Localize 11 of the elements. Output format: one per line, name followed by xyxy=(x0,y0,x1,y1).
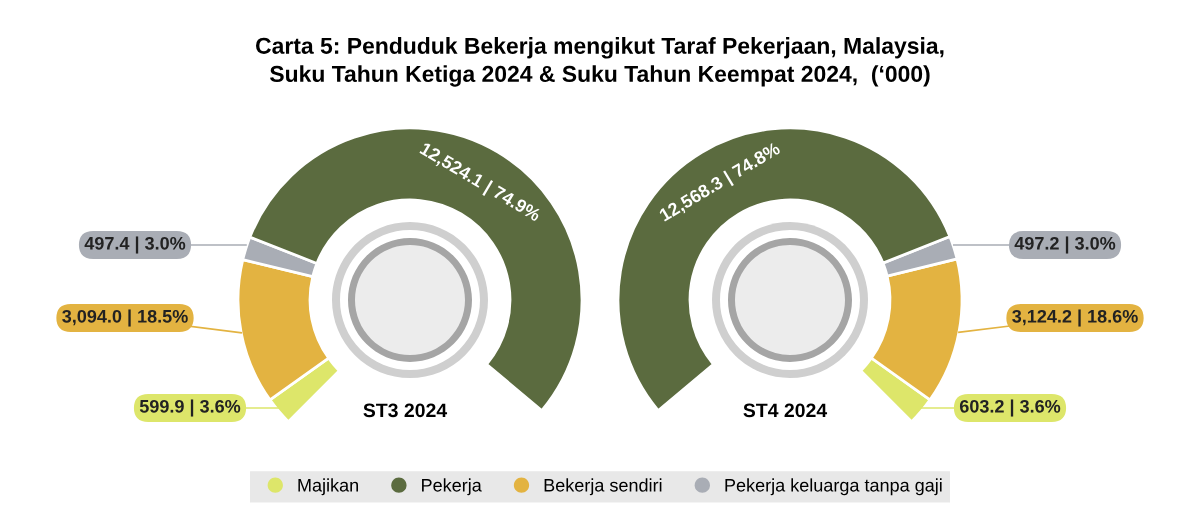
legend-label: Pekerja keluarga tanpa gaji xyxy=(725,478,942,496)
data-label: 497.4 | 3.0% xyxy=(84,236,186,254)
text: ST3 2024 xyxy=(363,403,448,418)
data-label: 3,094.0 | 18.5% xyxy=(62,309,188,327)
legend-label: Pekerja xyxy=(422,478,482,496)
data-label: 3,124.2 | 18.6% xyxy=(1012,309,1138,327)
chart-title: Carta 5: Penduduk Bekerja mengikut Taraf Pekerjaan, Malaysia, Suku Tahun Ketiga 2024 & Suku Tahun Keempat 2024, (‘000) xyxy=(256,37,944,87)
legend-label: Majikan xyxy=(298,478,358,496)
legend-label: Bekerja sendiri xyxy=(544,478,662,496)
data-label: 497.2 | 3.0% xyxy=(1014,236,1116,254)
text: ST4 2024 xyxy=(743,403,828,418)
